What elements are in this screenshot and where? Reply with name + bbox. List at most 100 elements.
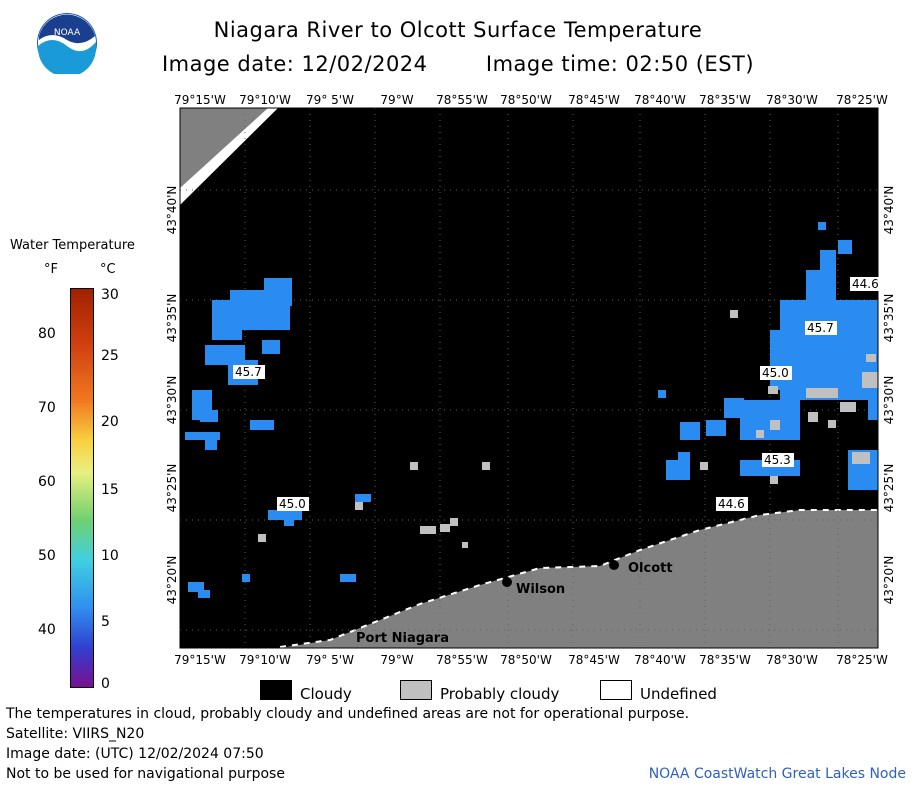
temp-label: 45.0 <box>762 366 789 380</box>
lat-tick-right: 43°35'N <box>882 294 896 343</box>
probably-cloudy-pixel <box>462 542 468 548</box>
land-us <box>280 510 878 648</box>
lon-tick-top: 78°40'W <box>634 93 686 107</box>
colorbar-title: Water Temperature <box>10 238 135 253</box>
lon-tick-bottom: 78°40'W <box>634 653 686 667</box>
place-marker <box>609 560 619 570</box>
water-pixel <box>818 222 826 230</box>
probably-cloudy-pixel <box>852 452 870 464</box>
probably-cloudy-pixel <box>700 462 708 470</box>
colorbar-tick-f: 50 <box>38 548 56 564</box>
probably-cloudy-pixel <box>450 518 458 526</box>
lon-tick-top: 79°10'W <box>239 93 291 107</box>
water-pixel <box>185 432 220 440</box>
colorbar-tick-c: 30 <box>101 287 119 303</box>
place-marker <box>502 577 512 587</box>
lat-tick-right: 43°25'N <box>882 464 896 513</box>
lon-tick-bottom: 79° 5'W <box>306 653 354 667</box>
lon-tick-top: 79°W <box>380 93 413 107</box>
water-pixel <box>706 420 726 436</box>
water-pixel <box>868 380 878 420</box>
water-pixel <box>200 410 218 422</box>
noaa-logo: NOAA <box>37 13 97 74</box>
map-frame <box>179 107 879 649</box>
footer-credit: NOAA CoastWatch Great Lakes Node <box>648 766 906 782</box>
probably-cloudy-pixel <box>862 372 878 388</box>
lon-tick-top: 79° 5'W <box>306 93 354 107</box>
lat-tick-left: 43°30'N <box>165 376 179 425</box>
colorbar <box>70 288 94 688</box>
probably-cloudy-pixel <box>808 412 818 422</box>
lon-tick-top: 79°15'W <box>174 93 226 107</box>
footer-disclaimer: The temperatures in cloud, probably clou… <box>6 706 690 722</box>
lon-tick-bottom: 78°30'W <box>766 653 818 667</box>
probably-cloudy-pixel <box>770 420 780 430</box>
lon-tick-bottom: 78°35'W <box>699 653 751 667</box>
colorbar-tick-f: 80 <box>38 326 56 342</box>
temp-label-box <box>716 497 748 511</box>
legend-probably-cloudy-label: Probably cloudy <box>440 685 560 703</box>
lon-tick-bottom: 78°50'W <box>500 653 552 667</box>
probably-cloudy-pixel <box>828 420 836 428</box>
footer-image-date-utc: Image date: (UTC) 12/02/2024 07:50 <box>6 746 264 762</box>
water-pixel <box>250 420 274 430</box>
lon-tick-top: 78°30'W <box>766 93 818 107</box>
lon-tick-top: 78°50'W <box>500 93 552 107</box>
colorbar-tick-f: 40 <box>38 622 56 638</box>
colorbar-tick-c: 25 <box>101 348 119 364</box>
lat-tick-left: 43°25'N <box>165 464 179 513</box>
lon-tick-bottom: 78°55'W <box>436 653 488 667</box>
probably-cloudy-pixel <box>866 354 876 362</box>
footer-navigation-warning: Not to be used for navigational purpose <box>6 766 285 782</box>
colorbar-tick-c: 20 <box>101 414 119 430</box>
legend-undefined-label: Undefined <box>640 685 717 703</box>
image-datetime: Image date: 12/02/2024 Image time: 02:50… <box>0 52 916 76</box>
water-pixel <box>205 438 217 450</box>
place-label-wilson: Wilson <box>516 582 565 597</box>
colorbar-unit-f: °F <box>44 262 58 277</box>
water-pixel <box>770 330 800 390</box>
colorbar-tick-f: 70 <box>38 400 56 416</box>
probably-cloudy-pixel <box>440 524 450 532</box>
lat-tick-right: 43°30'N <box>882 376 896 425</box>
lat-tick-right: 43°40'N <box>882 186 896 235</box>
water-pixel <box>198 590 210 598</box>
image-date: Image date: 12/02/2024 <box>161 52 428 76</box>
water-pixel <box>268 510 302 520</box>
lon-tick-bottom: 78°25'W <box>836 653 888 667</box>
temp-label: 45.7 <box>807 321 834 335</box>
page-title: Niagara River to Olcott Surface Temperat… <box>213 18 703 42</box>
temp-label: 45.7 <box>235 365 262 379</box>
lon-tick-top: 78°55'W <box>436 93 488 107</box>
lat-tick-left: 43°40'N <box>165 186 179 235</box>
probably-cloudy-pixel <box>730 310 738 318</box>
temp-label-box <box>762 453 794 467</box>
lon-tick-bottom: 79°15'W <box>174 653 226 667</box>
water-pixel <box>284 516 294 526</box>
probably-cloudy-pixel <box>420 526 436 534</box>
colorbar-unit-c: °C <box>100 262 116 277</box>
probably-cloudy-pixel <box>482 462 490 470</box>
water-pixel <box>666 460 690 480</box>
temp-label: 45.0 <box>279 497 306 511</box>
land-canada <box>180 108 268 188</box>
lat-tick-right: 43°20'N <box>882 556 896 605</box>
lon-tick-top: 78°45'W <box>568 93 620 107</box>
lon-tick-bottom: 78°45'W <box>568 653 620 667</box>
footer-satellite: Satellite: VIIRS_N20 <box>6 726 145 742</box>
colorbar-tick-c: 0 <box>101 676 110 692</box>
water-pixel <box>678 452 690 462</box>
colorbar-tick-c: 5 <box>101 614 110 630</box>
water-pixel <box>820 250 836 280</box>
temp-label-box <box>760 366 792 380</box>
logo-text: NOAA <box>54 28 81 38</box>
image-time: Image time: 02:50 (EST) <box>485 52 755 76</box>
probably-cloudy-pixel <box>840 402 856 412</box>
water-pixel <box>658 390 666 398</box>
temp-label-box <box>277 497 309 511</box>
water-pixel <box>838 240 852 254</box>
temp-label: 44.6 <box>718 497 745 511</box>
legend-cloudy-label: Cloudy <box>300 685 352 703</box>
colorbar-tick-c: 15 <box>101 482 119 498</box>
